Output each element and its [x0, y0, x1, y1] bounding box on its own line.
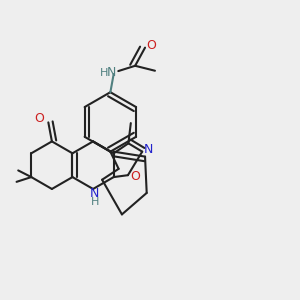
Text: H: H	[91, 196, 99, 206]
Text: O: O	[130, 170, 140, 183]
Text: N: N	[90, 188, 99, 200]
Text: N: N	[106, 66, 116, 79]
Text: N: N	[144, 143, 154, 157]
Text: O: O	[146, 39, 156, 52]
Text: O: O	[34, 112, 44, 125]
Text: H: H	[100, 68, 108, 78]
